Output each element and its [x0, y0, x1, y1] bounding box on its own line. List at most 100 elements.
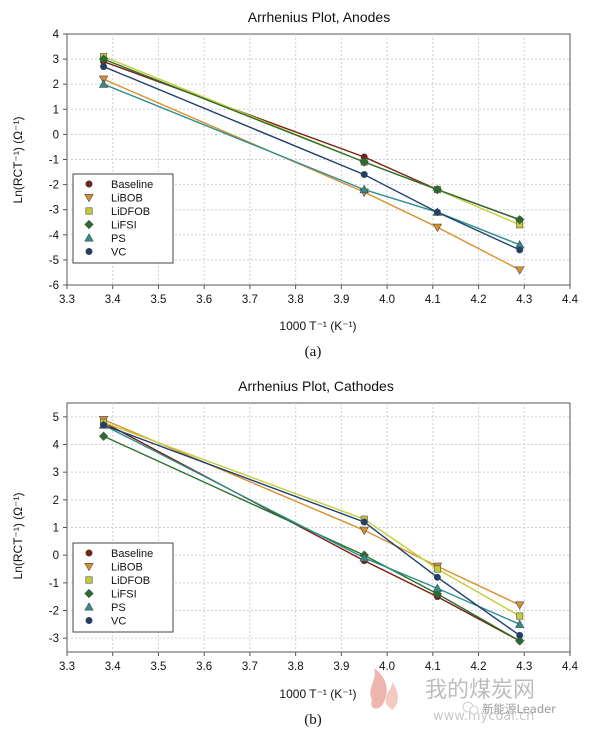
axes: 3.3 3.4 3.5 3.6 3.7 3.8 3.9 4.0 4.1 4.2 4.3 4.4 5 4 3 2… — [49, 412, 579, 673]
data-point-ps — [359, 553, 369, 562]
data-point-libob — [514, 266, 525, 275]
panel-label: (a) — [305, 344, 322, 360]
chart-anodes: Arrhenius Plot, Anodes 3.3 3.4 3.5 3.6 3.7 3.… — [11, 9, 579, 360]
series-line-libob — [103, 78, 521, 271]
x-tick-label: 4.4 — [562, 294, 579, 306]
y-tick-label: -4 — [49, 230, 60, 242]
legend-marker-lifsi — [84, 588, 94, 599]
legend-marker-lidfob — [85, 576, 93, 584]
watermark-site-name: 我的煤炭网 — [425, 678, 535, 703]
chart-title: Arrhenius Plot, Cathodes — [238, 378, 394, 394]
y-tick-label: -2 — [49, 606, 59, 618]
y-tick-label: -2 — [49, 180, 59, 192]
x-tick-label: 4.2 — [471, 661, 487, 673]
watermark-account-label: 新能源Leader — [482, 702, 556, 716]
series-line-ps — [103, 83, 520, 246]
y-tick-label: 1 — [53, 523, 59, 535]
legend-marker-ps — [84, 602, 94, 611]
x-tick-label: 3.9 — [333, 294, 349, 306]
y-tick-label: -3 — [49, 205, 59, 217]
legend-marker-libob — [84, 194, 94, 203]
y-tick-label: -1 — [49, 578, 59, 590]
x-tick-label: 4.3 — [516, 294, 532, 306]
wechat-icon — [462, 701, 479, 715]
data-point-lifsi — [515, 215, 525, 225]
axes: 3.3 3.4 3.5 3.6 3.7 3.8 3.9 4.0 4.1 4.2 4.3 4.4 4 3 2 1… — [49, 29, 579, 306]
series-line-lifsi — [103, 58, 520, 221]
y-tick-label: 5 — [53, 412, 59, 424]
y-tick-label: 0 — [53, 129, 59, 141]
x-tick-label: 3.7 — [242, 294, 258, 306]
data-point-ps — [432, 583, 443, 592]
x-tick-label: 4.0 — [379, 661, 395, 673]
x-tick-label: 3.9 — [333, 661, 349, 673]
legend-label-libob: LiBOB — [111, 193, 143, 205]
x-tick-label: 4.1 — [425, 661, 441, 673]
data-point-vc — [100, 63, 108, 71]
y-tick-label: 2 — [53, 495, 59, 507]
legend-label-ps: PS — [111, 602, 126, 614]
data-point-lidfob — [516, 612, 524, 620]
legend-label-libob: LiBOB — [111, 562, 143, 574]
legend-marker-libob — [84, 562, 94, 572]
x-axis-label: 1000 T⁻¹ (K⁻¹) — [279, 319, 356, 333]
series-line-lifsi — [103, 435, 521, 642]
y-tick-label: 3 — [53, 54, 59, 66]
x-tick-label: 3.6 — [196, 661, 212, 673]
data-point-lifsi — [432, 589, 443, 599]
data-point-libob — [514, 601, 525, 610]
legend-marker-vc — [85, 616, 93, 624]
x-tick-label: 3.7 — [242, 661, 258, 673]
series-layer — [98, 416, 525, 646]
legend-label-baseline: Baseline — [111, 179, 153, 191]
data-point-lifsi — [98, 431, 109, 441]
x-tick-label: 3.4 — [105, 661, 122, 673]
data-point-vc — [516, 246, 524, 254]
data-point-ps — [98, 79, 109, 88]
legend-label-lifsi: LiFSI — [111, 220, 137, 232]
data-point-libob — [359, 526, 369, 536]
legend-label-ps: PS — [111, 233, 126, 245]
data-point-vc — [360, 171, 368, 179]
x-tick-label: 4.4 — [562, 661, 579, 673]
x-tick-label: 3.4 — [105, 294, 122, 306]
legend-label-lidfob: LiDFOB — [111, 206, 150, 218]
data-point-vc — [433, 208, 441, 216]
legend-marker-ps — [84, 233, 94, 242]
y-axis-label: Ln(RCT⁻¹) (Ω⁻¹) — [11, 117, 25, 204]
legend-marker-lidfob — [85, 207, 93, 215]
series-line-vc — [103, 65, 520, 251]
watermark: 我的煤炭网 www.mycoal.cn 新能源Leader — [370, 668, 556, 724]
x-tick-label: 4.0 — [379, 294, 395, 306]
data-point-lidfob — [433, 565, 441, 573]
data-point-lifsi — [432, 184, 443, 195]
y-axis-label: Ln(RCT⁻¹) (Ω⁻¹) — [11, 493, 25, 580]
legend-label-baseline: Baseline — [111, 548, 153, 560]
data-point-vc — [360, 518, 368, 526]
legend-marker-baseline — [85, 549, 93, 557]
legend-label-lifsi: LiFSI — [111, 589, 137, 601]
chart-title: Arrhenius Plot, Anodes — [248, 9, 390, 25]
watermark-site-url: www.mycoal.cn — [433, 709, 534, 724]
chart-cathodes: Arrhenius Plot, Cathodes 3.3 3.4 3.5 3.6 3.7… — [11, 378, 579, 728]
x-tick-label: 3.6 — [196, 294, 212, 306]
series-line-libob — [103, 418, 520, 606]
x-tick-label: 4.2 — [471, 294, 487, 306]
x-tick-label: 4.3 — [516, 661, 532, 673]
y-tick-label: 4 — [53, 440, 60, 452]
x-tick-label: 4.1 — [425, 294, 441, 306]
data-point-ps — [514, 619, 525, 628]
legend-marker-lifsi — [84, 219, 94, 230]
series-line-lidfob — [103, 421, 521, 617]
y-tick-label: 3 — [53, 467, 59, 479]
legend-label-lidfob: LiDFOB — [111, 575, 150, 587]
data-point-lifsi — [515, 636, 525, 646]
x-tick-label: 3.8 — [288, 294, 304, 306]
y-tick-label: 0 — [53, 550, 59, 562]
panel-label: (b) — [304, 712, 322, 728]
y-tick-label: -3 — [49, 633, 59, 645]
y-tick-label: -6 — [49, 280, 59, 292]
legend-marker-vc — [85, 248, 93, 256]
series-line-vc — [103, 424, 521, 636]
